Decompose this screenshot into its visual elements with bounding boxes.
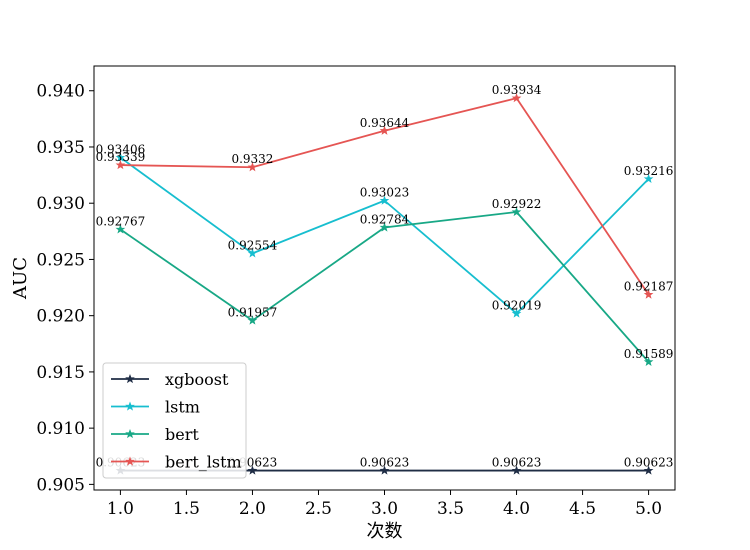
legend-item-bert: bert — [111, 425, 199, 444]
series-bert: 0.92767 0.91957 0.92784 0.92922 0.91589 — [96, 197, 674, 366]
data-point-lstm — [115, 152, 126, 162]
x-tick-label: 2.0 — [239, 499, 266, 519]
plot-layer: 0.906230.906230.906230.906230.906230.934… — [96, 83, 674, 475]
legend-item-lstm: lstm — [111, 398, 200, 417]
x-axis-title: 次数 — [367, 521, 403, 542]
x-tick-label: 5.0 — [635, 499, 662, 519]
data-point-xgboost — [379, 465, 390, 475]
data-label-xgboost: 0.90623 — [360, 456, 410, 470]
data-point-lstm — [643, 173, 654, 184]
legend-item-bert_lstm: bert_lstm — [111, 453, 242, 472]
x-tick-label: 1.5 — [173, 499, 200, 519]
data-label-bert_lstm: 0.93644 — [360, 116, 410, 130]
y-tick-label: 0.915 — [36, 363, 85, 383]
data-label-bert_lstm: 0.93339 — [96, 150, 146, 164]
data-label-bert: 0.91589 — [624, 347, 674, 361]
data-point-bert_lstm — [511, 93, 522, 103]
data-point-bert — [511, 206, 522, 217]
series-line-bert — [119, 211, 650, 363]
data-point-bert_lstm — [247, 162, 258, 172]
series-bert_lstm: 0.93339 0.9332 0.93644 0.93934 0.92187 — [96, 83, 674, 299]
legend-marker-icon — [125, 428, 135, 439]
legend-label: bert_lstm — [165, 453, 242, 472]
y-tick-label: 0.905 — [36, 475, 85, 495]
y-axis-title: AUC — [10, 257, 31, 300]
y-tick-label: 0.935 — [36, 138, 85, 158]
data-point-bert_lstm — [115, 160, 126, 170]
legend-marker-icon — [125, 401, 135, 411]
y-tick-label: 0.920 — [36, 307, 85, 327]
x-tick-label: 3.5 — [437, 499, 464, 519]
data-label-lstm: 0.92554 — [228, 238, 278, 252]
data-point-bert — [247, 315, 258, 325]
data-point-bert — [643, 356, 654, 366]
legend-label: lstm — [165, 398, 200, 417]
data-label-lstm: 0.93216 — [624, 164, 674, 178]
series-lstm: 0.93406 0.92554 0.93023 0.92019 0.93216 — [96, 143, 674, 318]
data-point-bert_lstm — [379, 125, 390, 135]
data-point-xgboost — [247, 465, 258, 475]
legend-marker-icon — [125, 456, 135, 466]
x-tick-label: 3.0 — [371, 499, 398, 519]
data-label-bert_lstm: 0.93934 — [492, 83, 542, 97]
series-line-lstm — [119, 156, 650, 315]
y-tick-label: 0.925 — [36, 250, 85, 270]
data-label-lstm: 0.93406 — [96, 143, 146, 157]
data-label-lstm: 0.92019 — [492, 299, 542, 313]
data-label-bert: 0.92784 — [360, 213, 410, 227]
data-label-xgboost: 0.90623 — [492, 456, 542, 470]
y-tick-label: 0.910 — [36, 419, 85, 439]
data-point-lstm — [247, 248, 258, 258]
data-label-lstm: 0.93023 — [360, 186, 410, 200]
data-label-bert_lstm: 0.92187 — [624, 280, 674, 294]
legend-item-xgboost: xgboost — [111, 370, 229, 389]
legend-marker-icon — [125, 373, 135, 384]
x-tick-label: 4.0 — [503, 499, 530, 519]
axes-layer: 1.0 1.5 2.0 2.5 3.0 3.5 4.0 4.5 5.0 0.905 0.910 0.9… — [36, 65, 676, 519]
y-tick-label: 0.930 — [36, 194, 85, 214]
data-point-bert — [379, 222, 390, 232]
data-label-xgboost: 0.90623 — [624, 456, 674, 470]
data-label-bert: 0.92922 — [492, 197, 542, 211]
data-label-bert: 0.91957 — [228, 306, 278, 320]
y-tick-label: 0.940 — [36, 82, 85, 102]
data-point-xgboost — [643, 465, 654, 475]
legend-box — [102, 362, 247, 479]
data-point-bert_lstm — [643, 289, 654, 299]
data-point-lstm — [379, 195, 390, 205]
data-point-lstm — [511, 308, 522, 318]
data-point-xgboost — [511, 465, 522, 475]
data-point-bert — [115, 224, 126, 234]
legend-label: bert — [165, 425, 199, 444]
legend-label: xgboost — [165, 370, 229, 389]
data-label-bert_lstm: 0.9332 — [231, 152, 273, 166]
data-label-bert: 0.92767 — [96, 214, 146, 228]
x-tick-label: 2.5 — [305, 499, 332, 519]
x-tick-label: 1.0 — [107, 499, 134, 519]
legend: xgboost lstm bert bert_lstm — [102, 362, 247, 479]
x-tick-label: 4.5 — [569, 499, 596, 519]
